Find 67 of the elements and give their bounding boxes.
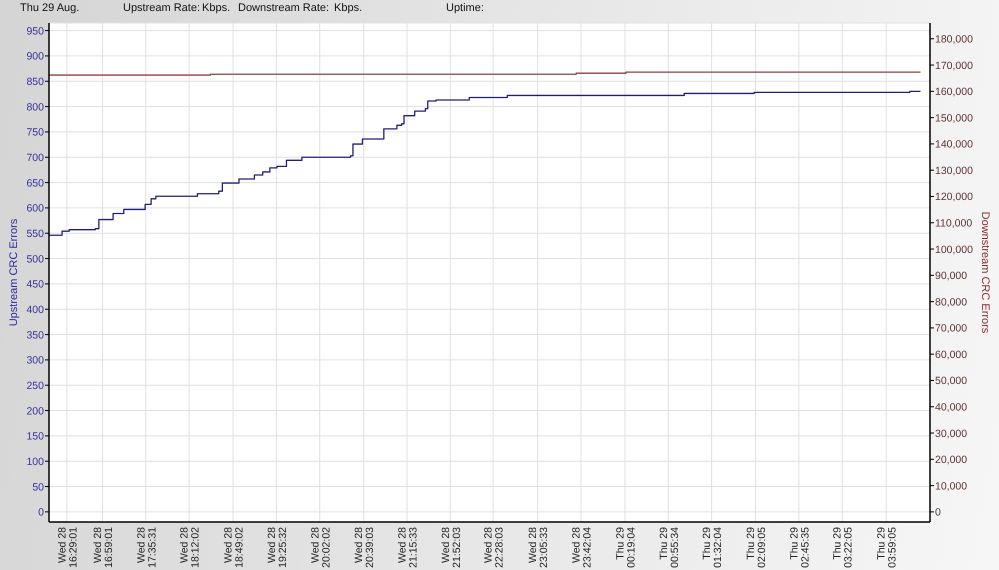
x-tick-label: Wed 28 20:02:02 <box>309 526 332 568</box>
x-tick-label: Wed 28 18:12:02 <box>178 526 202 568</box>
y-tick-label: 550 <box>26 228 44 240</box>
y-tick-label: 900 <box>26 50 44 63</box>
x-tick-label: Wed 28 17:35:31 <box>135 526 158 568</box>
y2-tick-label: 100,000 <box>935 244 974 256</box>
x-tick-label: Thu 29 02:45:35 <box>788 526 812 568</box>
text: Downstream Rate: <box>238 2 330 15</box>
y-tick-label: 650 <box>26 177 44 190</box>
x-tick-label: Thu 29 02:09:05 <box>745 526 768 568</box>
y-tick-label: 700 <box>26 152 44 164</box>
y2-tick-label: 60,000 <box>935 348 968 361</box>
y-tick-label: 850 <box>26 76 44 88</box>
x-tick-label: Wed 28 20:39:03 <box>353 526 376 568</box>
y-tick-label: 150 <box>26 430 44 443</box>
y2-tick-label: 170,000 <box>935 60 974 72</box>
y-tick-label: 600 <box>26 202 44 215</box>
y2-tick-label: 150,000 <box>935 112 974 124</box>
x-tick-label: Wed 28 16:59:01 <box>92 526 115 568</box>
y-tick-label: 250 <box>26 380 44 392</box>
text: Thu 29 Aug. <box>20 2 80 15</box>
y2-tick-label: 140,000 <box>935 138 974 151</box>
x-tick-label: Wed 28 18:49:02 <box>222 526 246 568</box>
y-tick-label: 750 <box>26 126 44 139</box>
y2-tick-label: 110,000 <box>935 217 972 230</box>
y-tick-label: 200 <box>26 405 44 418</box>
x-tick-label: Wed 28 23:42:04 <box>570 526 594 568</box>
y-tick-label: 950 <box>26 25 44 38</box>
x-tick-label: Wed 28 19:25:32 <box>266 526 289 568</box>
y2-tick-label: 30,000 <box>935 428 968 440</box>
y2-tick-label: 10,000 <box>935 480 968 492</box>
y-axis-title: Upstream CRC Errors <box>8 218 20 326</box>
text: Upstream Rate: <box>123 2 200 15</box>
y2-tick-label: 90,000 <box>935 270 968 282</box>
x-tick-label: Thu 29 00:55:34 <box>658 526 681 568</box>
y-tick-label: 50 <box>32 481 44 494</box>
x-tick-label: Thu 29 03:59:05 <box>876 526 899 568</box>
y2-tick-label: 70,000 <box>935 322 968 335</box>
x-tick-label: Thu 29 03:22:05 <box>832 526 855 568</box>
x-tick-label: Wed 28 22:28:03 <box>482 526 506 568</box>
text: Kbps. <box>202 2 230 15</box>
x-tick-label: Thu 29 01:32:04 <box>701 526 724 568</box>
y2-tick-label: 160,000 <box>935 86 974 98</box>
y-tick-label: 350 <box>26 329 44 342</box>
y-tick-label: 400 <box>26 304 44 316</box>
y2-tick-label: 120,000 <box>935 191 974 204</box>
text: Uptime: <box>446 2 484 15</box>
x-tick-label: Thu 29 00:19:04 <box>614 526 638 568</box>
y2-tick-label: 20,000 <box>935 454 968 466</box>
y2-tick-label: 130,000 <box>935 164 974 177</box>
y2-tick-label: 50,000 <box>935 375 968 388</box>
y-tick-label: 500 <box>26 253 44 266</box>
x-tick-label: Wed 28 23:05:33 <box>527 526 550 568</box>
x-tick-label: Wed 28 21:15:33 <box>396 526 420 568</box>
x-tick-label: Wed 28 16:29:01 <box>56 526 80 568</box>
y2-tick-label: 40,000 <box>935 401 968 414</box>
y2-tick-label: 80,000 <box>935 296 968 308</box>
y-tick-label: 800 <box>26 101 44 114</box>
text: Kbps. <box>334 2 362 15</box>
y-tick-label: 0 <box>38 506 44 519</box>
y2-tick-label: 180,000 <box>935 34 974 46</box>
y2-axis-title: Downstream CRC Errors <box>979 212 991 334</box>
y2-tick-label: 0 <box>935 506 941 519</box>
y-tick-label: 100 <box>26 456 44 468</box>
x-tick-label: Wed 28 21:52:03 <box>440 526 463 568</box>
y-tick-label: 300 <box>26 354 44 367</box>
y-tick-label: 450 <box>26 278 44 291</box>
